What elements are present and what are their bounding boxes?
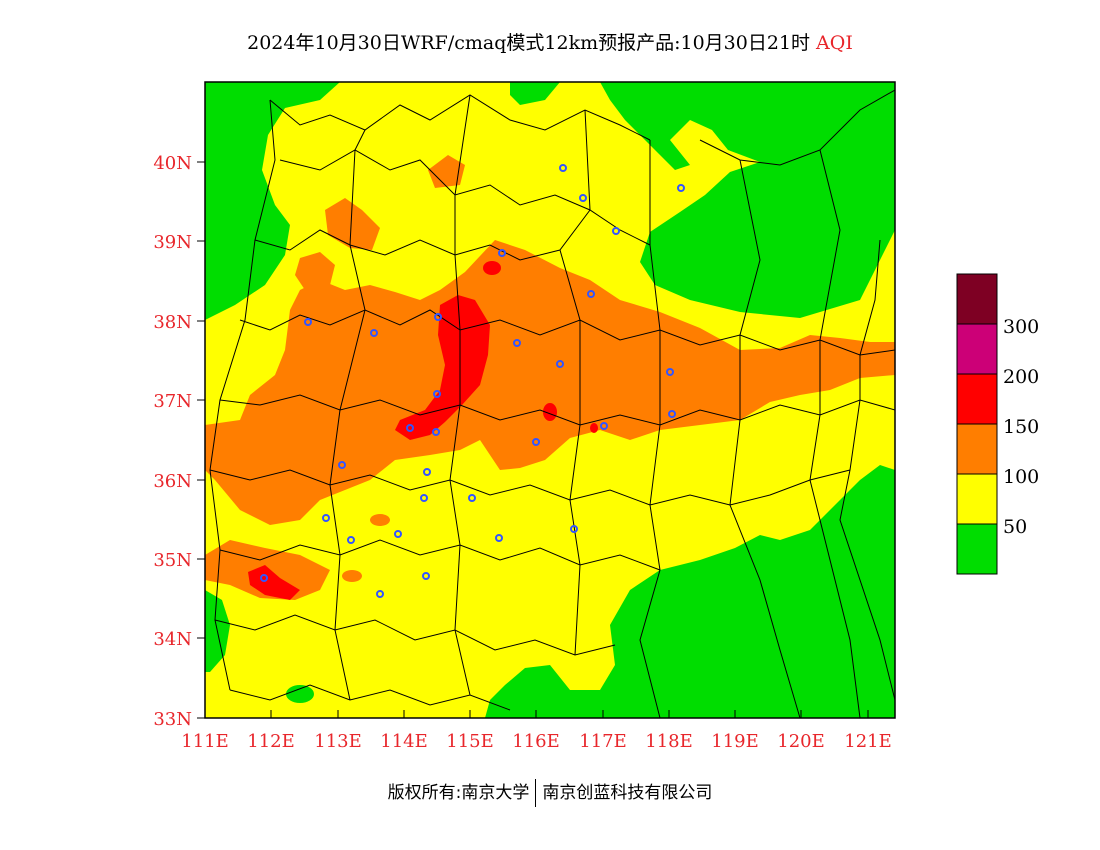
station-marker <box>432 428 440 436</box>
lat-label: 36N <box>153 471 192 492</box>
lon-label: 113E <box>314 731 362 752</box>
aqi-zone-good-north <box>228 82 310 105</box>
legend-swatch-300plus <box>956 273 998 325</box>
aqi-zone-usg-west <box>295 252 335 290</box>
station-marker <box>556 360 564 368</box>
legend-label: 200 <box>1003 366 1039 388</box>
lon-label: 117E <box>579 731 627 752</box>
aqi-zone-usg-central <box>205 240 895 525</box>
aqi-zone-usg-spot2 <box>342 570 362 582</box>
station-marker <box>668 410 676 418</box>
lat-label: 37N <box>153 391 192 412</box>
station-marker <box>322 514 330 522</box>
station-marker <box>422 572 430 580</box>
map-field <box>205 82 895 718</box>
station-marker <box>612 227 620 235</box>
copyright-left: 版权所有:南京大学 <box>387 783 530 803</box>
station-marker <box>495 534 503 542</box>
station-marker <box>423 468 431 476</box>
title-main: 2024年10月30日WRF/cmaq模式12km预报产品:10月30日21时 <box>247 32 811 54</box>
station-marker <box>434 313 442 321</box>
aqi-legend: 50 100 150 200 300 <box>956 273 1039 575</box>
legend-label: 300 <box>1003 316 1039 338</box>
lon-label: 121E <box>844 731 892 752</box>
station-marker <box>304 318 312 326</box>
legend-swatch-200-300 <box>956 323 998 375</box>
footer-separator <box>535 779 537 807</box>
lat-ticks <box>197 161 205 719</box>
lon-label: 111E <box>181 731 229 752</box>
lon-labels: 111E 112E 113E 114E 115E 116E 117E 118E … <box>181 731 892 752</box>
aqi-zone-usg-north2 <box>428 155 465 188</box>
lon-label: 115E <box>446 731 494 752</box>
station-marker <box>570 525 578 533</box>
station-marker <box>347 536 355 544</box>
station-marker <box>394 530 402 538</box>
aqi-zone-unhealthy-main <box>395 295 490 440</box>
station-marker <box>338 461 346 469</box>
aqi-zone-good-northcenter <box>510 82 560 105</box>
title-variable: AQI <box>816 32 853 54</box>
map-title: 2024年10月30日WRF/cmaq模式12km预报产品:10月30日21时 A… <box>0 28 1100 55</box>
station-marker <box>666 368 674 376</box>
station-marker <box>513 339 521 347</box>
legend-label: 150 <box>1003 416 1039 438</box>
lat-label: 34N <box>153 629 192 650</box>
lon-label: 119E <box>711 731 759 752</box>
aqi-zone-unhealthy-east <box>543 403 557 421</box>
aqi-zone-usg-spot <box>370 514 390 526</box>
aqi-zone-good-southeast <box>485 465 895 718</box>
aqi-zone-good-patch <box>286 685 314 703</box>
lat-label: 39N <box>153 232 192 253</box>
station-marker <box>600 422 608 430</box>
lat-labels: 33N 34N 35N 36N 37N 38N 39N 40N <box>153 153 192 730</box>
station-marker <box>498 249 506 257</box>
legend-swatch-150-200 <box>956 373 998 425</box>
legend-swatch-100-150 <box>956 423 998 475</box>
lat-label: 35N <box>153 550 192 571</box>
lat-label: 33N <box>153 709 192 730</box>
station-marker <box>468 494 476 502</box>
legend-label: 50 <box>1003 516 1027 538</box>
station-marker <box>579 194 587 202</box>
lon-label: 116E <box>512 731 560 752</box>
lon-label: 118E <box>645 731 693 752</box>
stations <box>260 164 685 598</box>
legend-label: 100 <box>1003 466 1039 488</box>
aqi-zone-unhealthy-spot <box>590 423 598 433</box>
station-marker <box>376 590 384 598</box>
admin-borders <box>209 89 895 718</box>
station-marker <box>559 164 567 172</box>
station-marker <box>587 290 595 298</box>
aqi-zone-good-northwest <box>205 82 340 320</box>
station-marker <box>677 184 685 192</box>
aqi-zone-unhealthy-south <box>248 565 300 600</box>
lon-label: 112E <box>247 731 295 752</box>
lon-ticks <box>204 710 869 718</box>
aqi-zone-usg-north <box>325 198 380 250</box>
station-marker <box>406 424 414 432</box>
station-marker <box>532 438 540 446</box>
aqi-zone-unhealthy-north <box>483 261 501 275</box>
copyright-footer: 版权所有:南京大学 南京创蓝科技有限公司 <box>0 778 1100 807</box>
copyright-right: 南京创蓝科技有限公司 <box>542 783 713 803</box>
station-marker <box>433 390 441 398</box>
lat-label: 38N <box>153 312 192 333</box>
station-marker <box>260 574 268 582</box>
lat-label: 40N <box>153 153 192 174</box>
legend-swatch-0-50 <box>956 523 998 575</box>
legend-swatch-50-100 <box>956 473 998 525</box>
station-marker <box>420 494 428 502</box>
lon-label: 120E <box>777 731 825 752</box>
lon-label: 114E <box>380 731 428 752</box>
station-marker <box>370 329 378 337</box>
